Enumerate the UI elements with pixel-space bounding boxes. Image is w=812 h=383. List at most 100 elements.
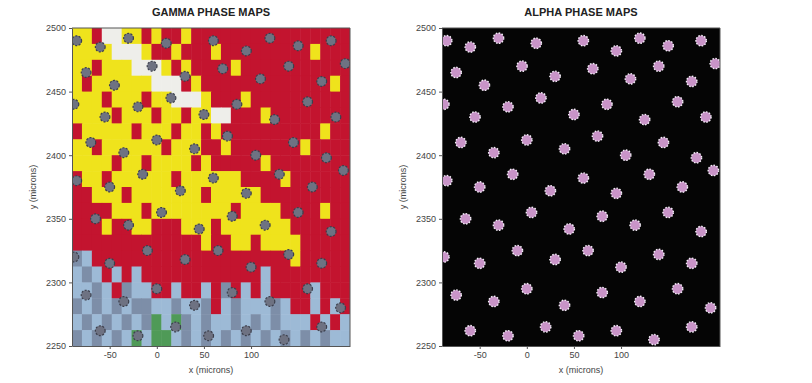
grain-point [124,220,134,230]
grain-point [241,326,251,336]
heatmap-cell [310,219,320,235]
grain-point [86,138,96,148]
grain-point [124,33,134,43]
grain-point [654,249,664,259]
y-tick: 2400 [416,151,442,161]
heatmap-cell [290,314,300,330]
heatmap-cell [330,139,340,155]
heatmap-cell [271,123,281,139]
heatmap-cell [261,108,271,124]
grain-point [559,300,569,310]
heatmap-cell [151,108,161,124]
heatmap-cell [231,60,241,76]
heatmap-cell [142,219,152,235]
heatmap-cell [181,92,191,108]
grain-point [190,300,200,310]
heatmap-cell [201,235,211,251]
heatmap-cell [191,282,201,298]
heatmap-cell [261,267,271,283]
heatmap-cell [181,330,191,346]
x-tick: 0 [155,346,160,360]
heatmap-cell [281,235,291,251]
grain-point [81,290,91,300]
heatmap-cell [340,28,350,44]
heatmap-cell [142,76,152,92]
heatmap-cell [72,139,82,155]
heatmap-cell [271,251,281,267]
y-tick-label: 2350 [416,214,436,224]
grain-point [630,220,640,230]
heatmap-cell [171,155,181,171]
heatmap-cell [142,267,152,283]
heatmap-cell [171,171,181,187]
heatmap-cell [290,187,300,203]
y-tick: 2350 [416,214,442,224]
y-tick-mark [439,155,442,156]
heatmap-cell [161,251,171,267]
series [442,33,720,345]
heatmap-cell [142,203,152,219]
heatmap-cell [92,298,102,314]
heatmap-cell [241,76,251,92]
heatmap-cell [151,251,161,267]
heatmap-cell [181,235,191,251]
heatmap-cell [290,282,300,298]
x-tick-label: -50 [104,350,117,360]
heatmap-cell [171,44,181,60]
grain-point [687,258,697,268]
heatmap-cell [310,44,320,60]
heatmap-cell [102,60,112,76]
grain-point [91,214,101,224]
grain-point [241,188,251,198]
heatmap-cell [271,187,281,203]
y-tick: 2400 [46,151,72,161]
heatmap-cell [72,235,82,251]
heatmap-cell [191,330,201,346]
heatmap-cell [310,330,320,346]
y-tick-label: 2300 [46,278,66,288]
grain-point [611,188,621,198]
grain-point [190,144,200,154]
heatmap-cell [330,314,340,330]
heatmap-cell [122,44,132,60]
heatmap-cell [151,155,161,171]
heatmap-cell [330,267,340,283]
heatmap-cell [300,298,310,314]
heatmap-cell [211,187,221,203]
heatmap-cell [340,44,350,60]
grain-point [451,67,461,77]
x-axis-label: x (microns) [559,365,604,375]
heatmap-cell [281,123,291,139]
heatmap-cell [340,282,350,298]
grain-point [687,322,697,332]
grain-point [588,64,598,74]
heatmap-cell [211,314,221,330]
y-axis-label: y (microns) [28,165,38,210]
heatmap-cell [251,28,261,44]
heatmap-cell [310,60,320,76]
heatmap-cell [340,108,350,124]
grain-point [611,326,621,336]
heatmap-cell [191,203,201,219]
x-tick: 50 [569,346,579,360]
x-tick-label: -50 [474,350,487,360]
heatmap-cell [290,330,300,346]
x-axis-label: x (microns) [189,365,234,375]
grain-point [545,186,555,196]
heatmap-cell [221,108,231,124]
heatmap-cell [102,235,112,251]
heatmap-cell [72,314,82,330]
grain-point [696,226,706,236]
heatmap-cell [201,76,211,92]
heatmap-cell [320,203,330,219]
grain-point [218,64,228,74]
heatmap-cell [132,44,142,60]
y-tick-mark [69,92,72,93]
grain-point [602,99,612,109]
heatmap-cell [151,76,161,92]
x-tick: 50 [199,346,209,360]
heatmap-cell [241,219,251,235]
heatmap-cell [92,235,102,251]
heatmap-cell [251,92,261,108]
grain-point [573,331,583,341]
